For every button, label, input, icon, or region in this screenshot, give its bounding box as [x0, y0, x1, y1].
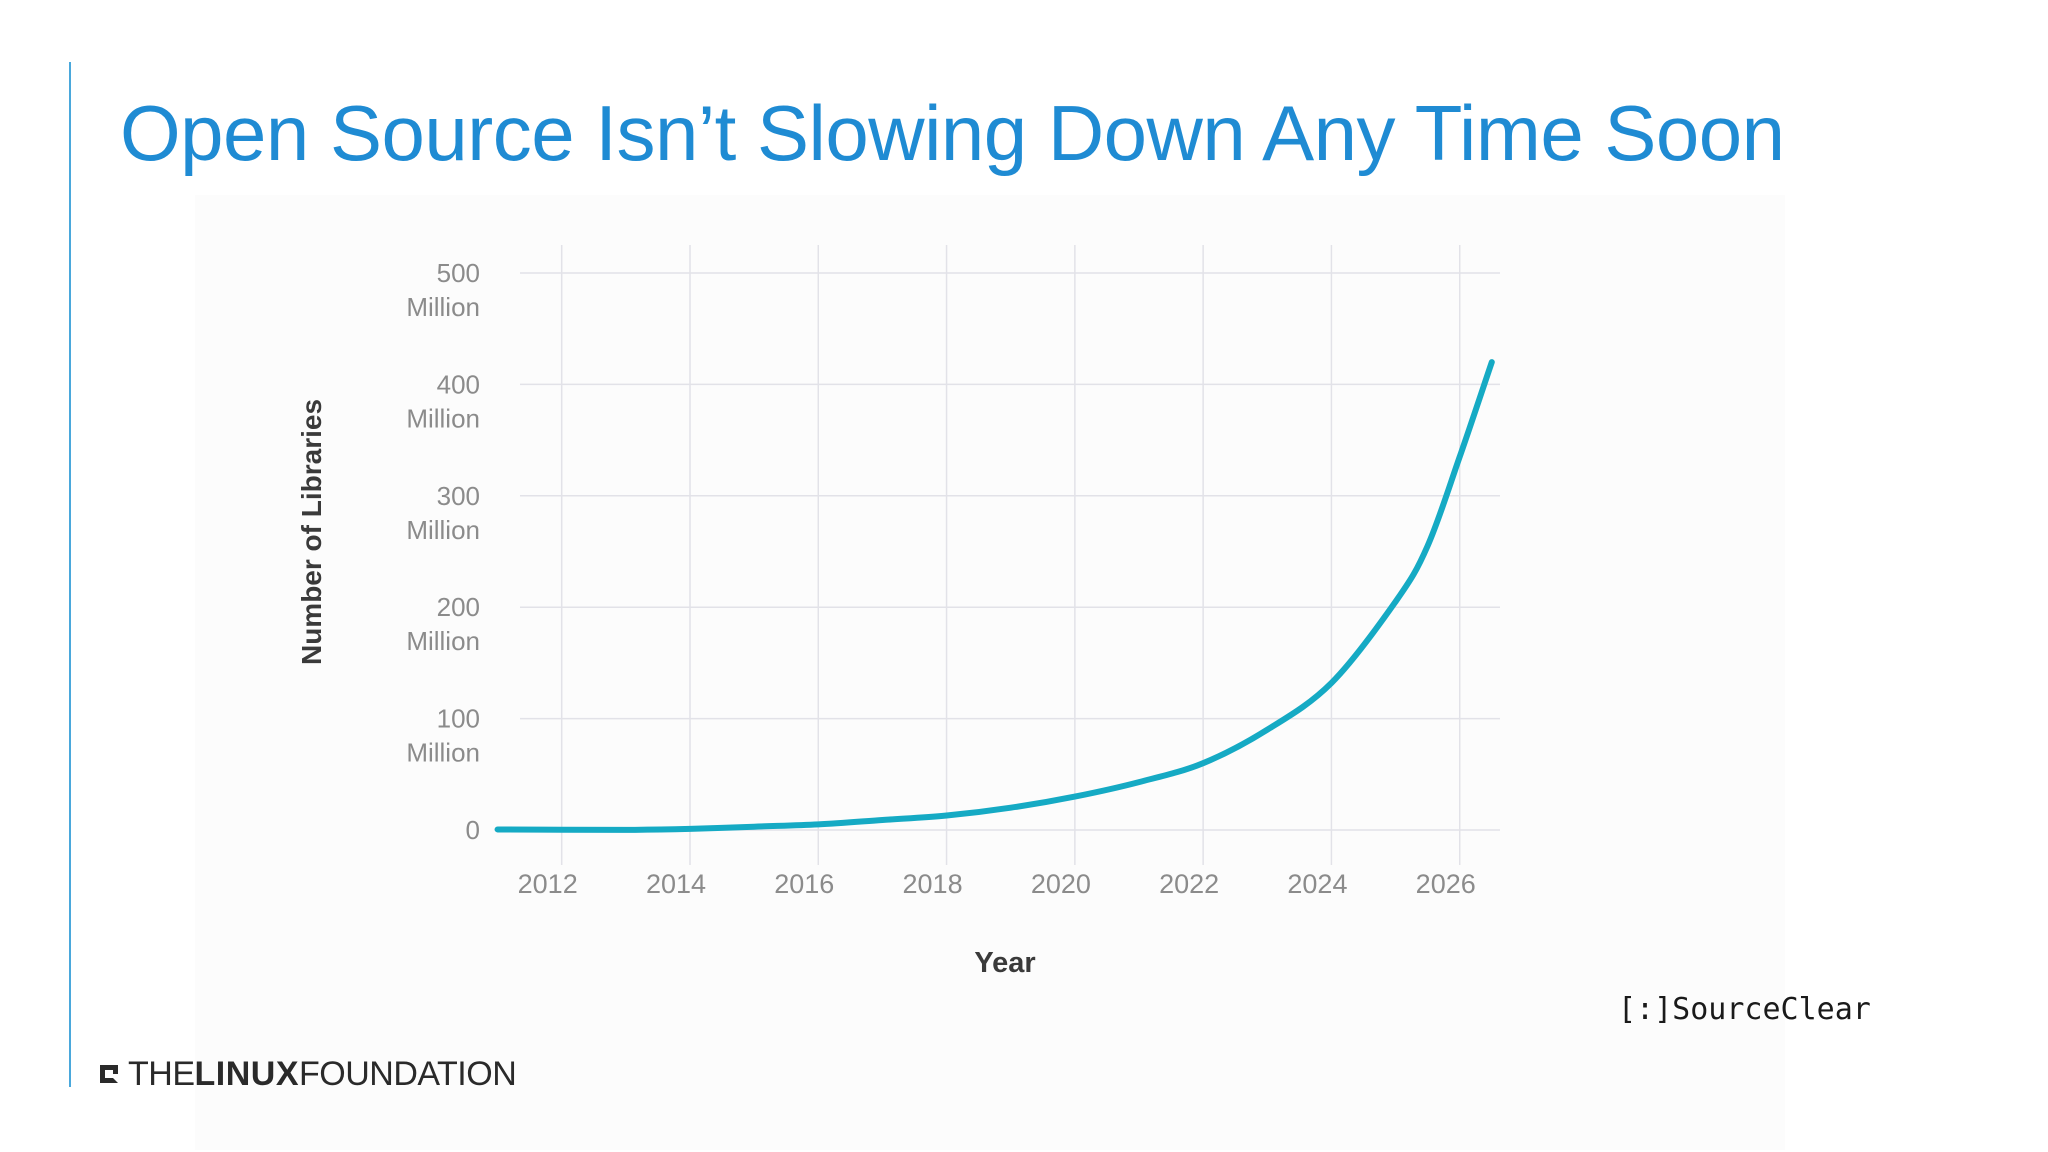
y-tick-label: 200 Million [406, 592, 480, 656]
logo-word-the: THE [128, 1054, 195, 1093]
left-accent-rule [69, 62, 71, 1087]
x-tick-label: 2012 [518, 869, 578, 899]
y-tick-label: 500 Million [406, 258, 480, 322]
slide-title: Open Source Isn’t Slowing Down Any Time … [120, 89, 1785, 177]
logo-word-foundation: FOUNDATION [299, 1054, 517, 1093]
y-axis-label: Number of Libraries [296, 399, 327, 665]
x-axis-label: Year [974, 947, 1035, 979]
vertical-gridlines [560, 245, 1461, 865]
y-tick-label: 0 [466, 815, 480, 845]
x-tick-label: 2022 [1159, 869, 1219, 899]
x-tick-label: 2016 [774, 869, 834, 899]
linux-foundation-mark-icon [100, 1065, 118, 1083]
y-tick-label: 100 Million [406, 704, 480, 768]
chart-panel: 0 100 Million 200 Million 300 Million 400 Millio… [195, 195, 1785, 1150]
linux-foundation-logo: THE LINUX FOUNDATION [100, 1054, 517, 1093]
x-tick-label: 2020 [1031, 869, 1091, 899]
x-tick-label: 2014 [646, 869, 706, 899]
series-line [494, 359, 1495, 833]
y-tick-label: 300 Million [406, 481, 480, 545]
x-tick-label: 2024 [1287, 869, 1347, 899]
sourceclear-logo: [:]SourceClear [1618, 992, 1871, 1027]
x-tick-label: 2018 [903, 869, 963, 899]
y-tick-labels: 0 100 Million 200 Million 300 Million 400 Millio… [406, 258, 480, 845]
y-tick-label: 400 Million [406, 369, 480, 433]
horizontal-gridlines [520, 272, 1500, 831]
x-tick-labels: 2012 2014 2016 2018 2020 2022 2024 2026 [518, 869, 1476, 899]
library-growth-chart: 0 100 Million 200 Million 300 Million 400 Millio… [296, 245, 1500, 979]
logo-word-linux: LINUX [194, 1054, 299, 1093]
x-tick-label: 2026 [1416, 869, 1476, 899]
series-group [494, 359, 1495, 833]
